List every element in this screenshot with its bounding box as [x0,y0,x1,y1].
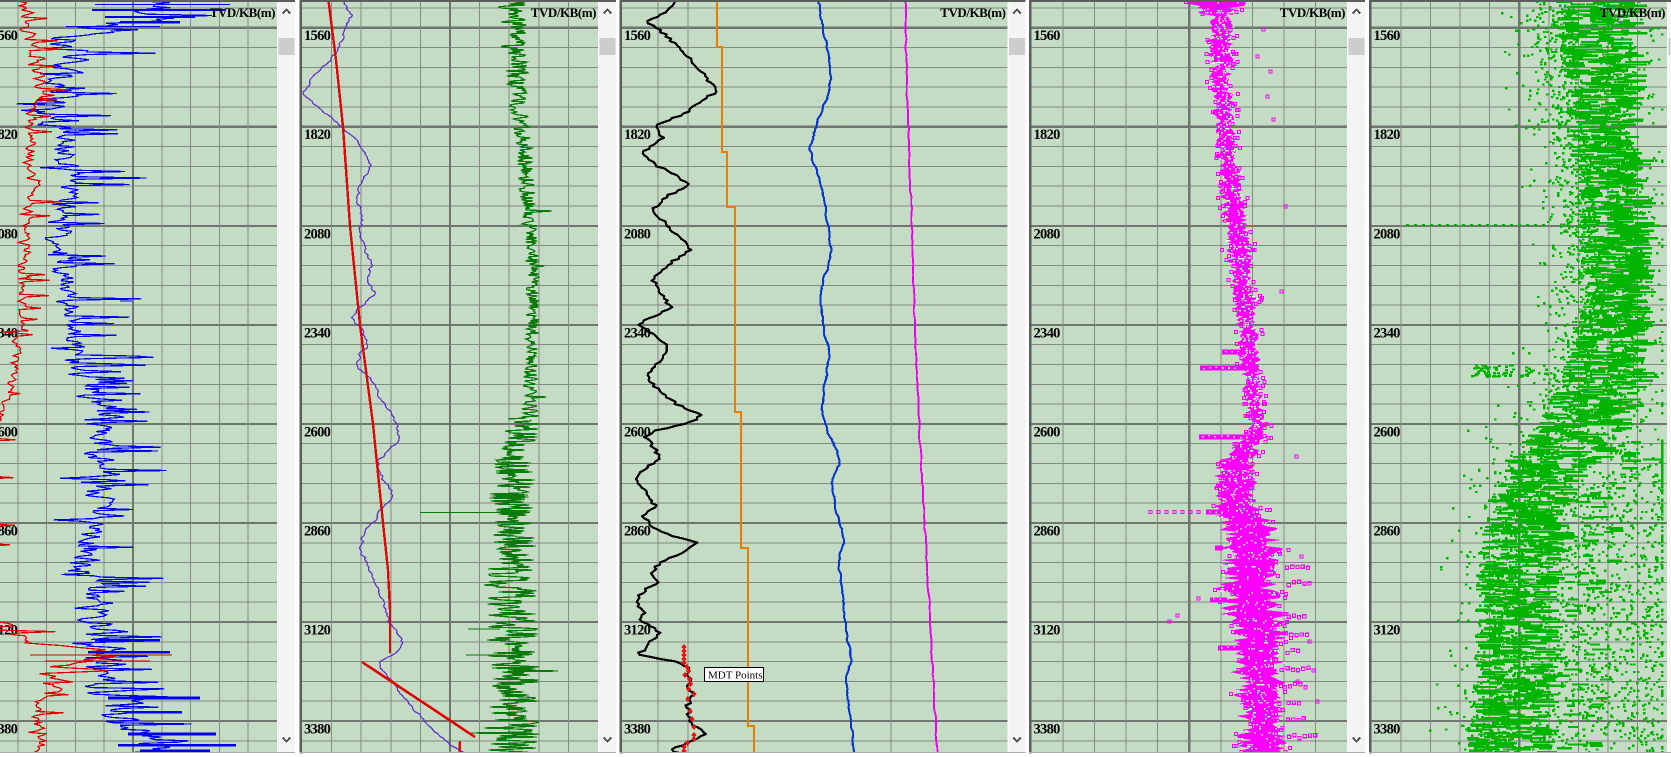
svg-text:2600: 2600 [304,424,331,440]
svg-text:3120: 3120 [624,622,651,638]
svg-text:3380: 3380 [0,721,18,737]
svg-text:TVD/KB(m): TVD/KB(m) [1600,5,1665,20]
svg-text:1820: 1820 [624,127,651,143]
svg-text:2080: 2080 [624,226,651,242]
svg-text:3120: 3120 [304,622,331,638]
svg-text:2860: 2860 [624,523,651,539]
svg-text:3380: 3380 [1034,721,1061,737]
svg-text:1820: 1820 [304,127,331,143]
svg-text:TVD/KB(m): TVD/KB(m) [531,5,596,20]
svg-text:2080: 2080 [0,226,18,242]
svg-text:3380: 3380 [304,721,331,737]
svg-text:TVD/KB(m): TVD/KB(m) [940,5,1005,20]
svg-text:1820: 1820 [1374,127,1401,143]
svg-text:3120: 3120 [1374,622,1401,638]
svg-text:1560: 1560 [304,28,331,44]
svg-text:2080: 2080 [1034,226,1061,242]
svg-text:2340: 2340 [1034,325,1061,341]
svg-text:2860: 2860 [304,523,331,539]
svg-text:2080: 2080 [304,226,331,242]
svg-text:3380: 3380 [624,721,651,737]
svg-text:2600: 2600 [1034,424,1061,440]
svg-text:1560: 1560 [1374,28,1401,44]
svg-text:2340: 2340 [1374,325,1401,341]
svg-text:2340: 2340 [304,325,331,341]
svg-text:2600: 2600 [0,424,18,440]
svg-text:1820: 1820 [0,127,18,143]
svg-text:2860: 2860 [0,523,18,539]
svg-text:3380: 3380 [1374,721,1401,737]
svg-text:1560: 1560 [0,28,18,44]
svg-text:2340: 2340 [624,325,651,341]
svg-text:1560: 1560 [1034,28,1061,44]
svg-text:1820: 1820 [1034,127,1061,143]
svg-text:2080: 2080 [1374,226,1401,242]
svg-text:TVD/KB(m): TVD/KB(m) [1280,5,1345,20]
svg-text:1560: 1560 [624,28,651,44]
svg-text:3120: 3120 [1034,622,1061,638]
svg-text:MDT Points: MDT Points [708,670,763,682]
svg-text:2860: 2860 [1034,523,1061,539]
svg-text:TVD/KB(m): TVD/KB(m) [210,5,275,20]
svg-text:2340: 2340 [0,325,18,341]
svg-text:2600: 2600 [1374,424,1401,440]
svg-text:2860: 2860 [1374,523,1401,539]
